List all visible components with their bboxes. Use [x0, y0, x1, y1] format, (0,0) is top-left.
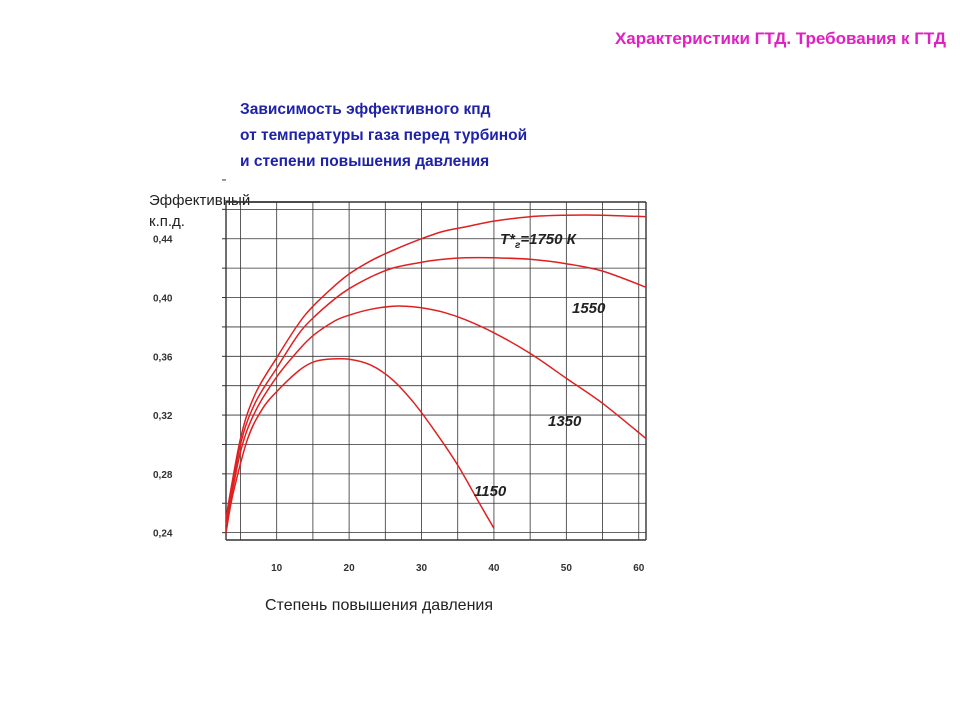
y-tick-label: 0,28 [153, 470, 173, 481]
y-axis-label: Эффективный к.п.д. [149, 190, 250, 232]
chart-title-line-1: Зависимость эффективного кпд [240, 101, 491, 118]
chart-title-line-2: от температуры газа перед турбиной [240, 127, 528, 144]
series-line-1550 [225, 256, 647, 522]
series-label-1150: 1150 [474, 483, 507, 500]
y-tick-label: 0,44 [153, 235, 173, 246]
y-axis-label-line-2: к.п.д. [149, 213, 185, 230]
chart-title-line-3: и степени повышения давления [240, 153, 490, 170]
series-line-1350 [225, 305, 647, 526]
y-tick-label: 0,36 [153, 352, 173, 363]
x-tick-label: 60 [633, 563, 645, 574]
x-tick-label: 40 [488, 563, 500, 574]
x-axis-label: Степень повышения давления [265, 597, 493, 614]
y-axis-label-line-1: Эффективный [149, 192, 251, 209]
y-tick-label: 0,40 [153, 294, 173, 305]
chart-curve-labels: Т*г=1750 К 1550 1350 1150 [474, 231, 606, 500]
x-tick-label: 10 [271, 563, 283, 574]
y-tick-label: 0,32 [153, 411, 173, 422]
x-tick-label: 30 [416, 563, 428, 574]
series-label-1550: 1550 [572, 300, 606, 317]
page-header-title: Характеристики ГТД. Требования к ГТД [614, 29, 946, 48]
chart-tick-labels: 10 20 30 40 50 60 0,24 0,28 0,32 0,36 0,40 0,44 [153, 235, 645, 574]
x-tick-label: 50 [561, 563, 573, 574]
y-tick-label: 0,24 [153, 529, 173, 540]
series-label-1750: Т*г=1750 К [500, 231, 578, 251]
series-line-1750 [225, 214, 647, 519]
chart-title: Зависимость эффективного кпд от температ… [240, 97, 527, 175]
series-line-1150 [225, 357, 495, 533]
chart-series [225, 214, 647, 533]
series-label-1350: 1350 [548, 413, 582, 430]
x-tick-label: 20 [344, 563, 356, 574]
